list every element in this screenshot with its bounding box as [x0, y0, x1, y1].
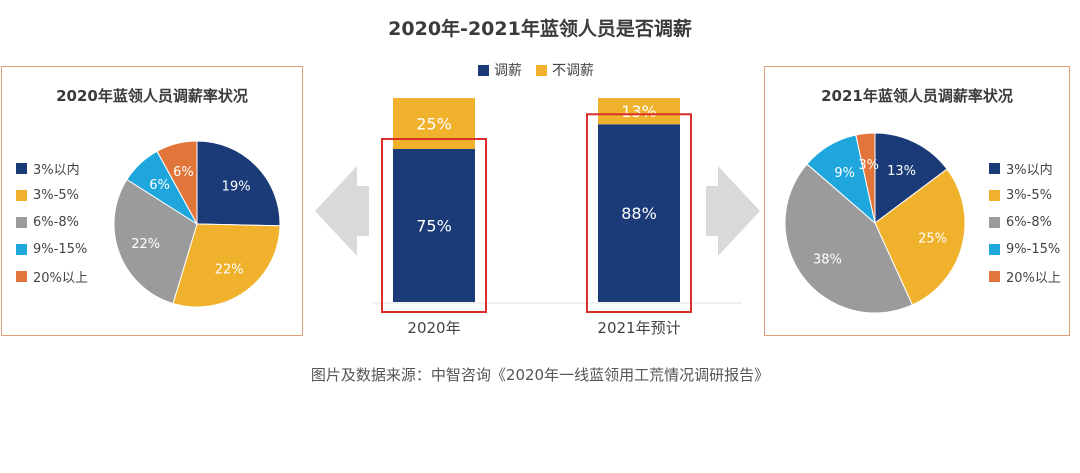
x-tick-label-1: 2021年预计: [597, 319, 680, 337]
pie-legend-item: 9%-15%: [16, 236, 88, 263]
pie-legend-label: 3%以内: [1006, 163, 1053, 178]
bar-adjust-1: [598, 124, 680, 303]
bar-adjust-0: [393, 149, 475, 302]
pie-legend-label: 3%-5%: [33, 188, 79, 203]
pie-legend-swatch: [989, 271, 1000, 282]
bar-label-no-adjust-1: 13%: [621, 102, 657, 121]
legend-label-adjust: 调薪: [494, 63, 522, 79]
pie-2021: 13% 25% 38% 9%3%: [785, 133, 965, 313]
pie-slice-label-1: 25%: [918, 232, 947, 247]
pie-slice-4: [156, 141, 198, 225]
pie-slice-label-4: 6%: [173, 165, 194, 180]
source-note: 图片及数据来源：中智咨询《2020年一线蓝领用工荒情况调研报告》: [310, 366, 770, 384]
panel-2020-pie: 2020年蓝领人员调薪率状况 3%以内 3%-5% 6%-8% 9%-15% 20%以上…: [1, 66, 303, 336]
pie-legend-label: 6%-8%: [1006, 215, 1052, 230]
pie-legend-label: 9%-15%: [33, 242, 88, 257]
pie-legend-item: 3%以内: [989, 155, 1061, 182]
pie-slice-label-0: 13%: [887, 164, 916, 179]
pie-2021-title: 2021年蓝领人员调薪率状况: [821, 87, 1013, 105]
pie-legend-item: 20%以上: [989, 263, 1061, 290]
right-arrow-icon: [706, 166, 760, 256]
pie-slice-2: [785, 163, 914, 313]
pie-slice-1: [874, 168, 965, 306]
legend-label-no-adjust: 不调薪: [552, 63, 594, 79]
pie-slice-4: [855, 133, 876, 224]
pie-legend-swatch: [16, 244, 27, 255]
legend-item-no-adjust: 不调薪: [536, 60, 594, 80]
pie-legend-swatch: [989, 190, 1000, 201]
pie-legend-label: 20%以上: [1006, 271, 1061, 286]
bar-label-adjust-1: 88%: [621, 204, 657, 223]
pie-legend-label: 9%-15%: [1006, 242, 1061, 257]
pie-legend-item: 6%-8%: [16, 209, 88, 236]
legend-swatch-adjust: [478, 64, 489, 76]
chart-title: 2020年-2021年蓝领人员是否调薪: [388, 18, 692, 40]
pie-2020: 19% 22% 22% 6%6%: [114, 141, 280, 307]
bar-no-adjust-1: [598, 98, 680, 125]
highlight-box-0: [381, 138, 487, 313]
pie-legend-label: 6%-8%: [33, 215, 79, 230]
pie-legend-swatch: [989, 163, 1000, 174]
bar-label-no-adjust-0: 25%: [416, 115, 452, 134]
pie-slice-label-2: 38%: [813, 253, 842, 268]
pie-slice-0: [196, 141, 280, 227]
pie-legend-item: 3%以内: [16, 155, 88, 182]
pie-2020-title: 2020年蓝领人员调薪率状况: [56, 87, 248, 105]
panel-2021-pie: 2021年蓝领人员调薪率状况 3%以内 3%-5% 6%-8% 9%-15% 20%以上…: [764, 66, 1070, 336]
bar-label-adjust-0: 75%: [416, 217, 452, 236]
pie-legend-swatch: [16, 217, 27, 228]
x-tick-label-0: 2020年: [407, 319, 460, 337]
pie-slice-label-3: 9%: [834, 166, 855, 181]
pie-legend-swatch: [989, 244, 1000, 255]
pie-slice-label-2: 22%: [131, 237, 160, 252]
pie-slice-0: [874, 133, 948, 224]
bar-no-adjust-0: [393, 98, 475, 149]
pie-2021-legend: 3%以内 3%-5% 6%-8% 9%-15% 20%以上: [989, 155, 1061, 290]
pie-legend-swatch: [16, 190, 27, 201]
legend-item-adjust: 调薪: [478, 60, 522, 80]
highlight-box-1: [586, 113, 692, 313]
bar-legend: 调薪 不调薪: [478, 60, 594, 80]
legend-swatch-no-adjust: [536, 64, 547, 76]
pie-slice-1: [172, 223, 280, 307]
pie-slice-label-0: 19%: [222, 180, 251, 195]
pie-slice-label-1: 22%: [215, 262, 244, 277]
pie-legend-label: 3%以内: [33, 163, 80, 178]
pie-legend-label: 3%-5%: [1006, 188, 1052, 203]
pie-2020-legend: 3%以内 3%-5% 6%-8% 9%-15% 20%以上: [16, 155, 88, 290]
pie-legend-swatch: [989, 217, 1000, 228]
pie-legend-item: 3%-5%: [989, 182, 1061, 209]
pie-legend-swatch: [16, 163, 27, 174]
pie-slice-label-4: 3%: [858, 158, 879, 173]
left-arrow-icon: [315, 166, 369, 256]
pie-legend-item: 6%-8%: [989, 209, 1061, 236]
pie-legend-item: 3%-5%: [16, 182, 88, 209]
pie-legend-item: 20%以上: [16, 263, 88, 290]
pie-slice-label-3: 6%: [149, 178, 170, 193]
pie-legend-swatch: [16, 271, 27, 282]
pie-slice-2: [114, 178, 198, 305]
pie-legend-label: 20%以上: [33, 271, 88, 286]
pie-legend-item: 9%-15%: [989, 236, 1061, 263]
